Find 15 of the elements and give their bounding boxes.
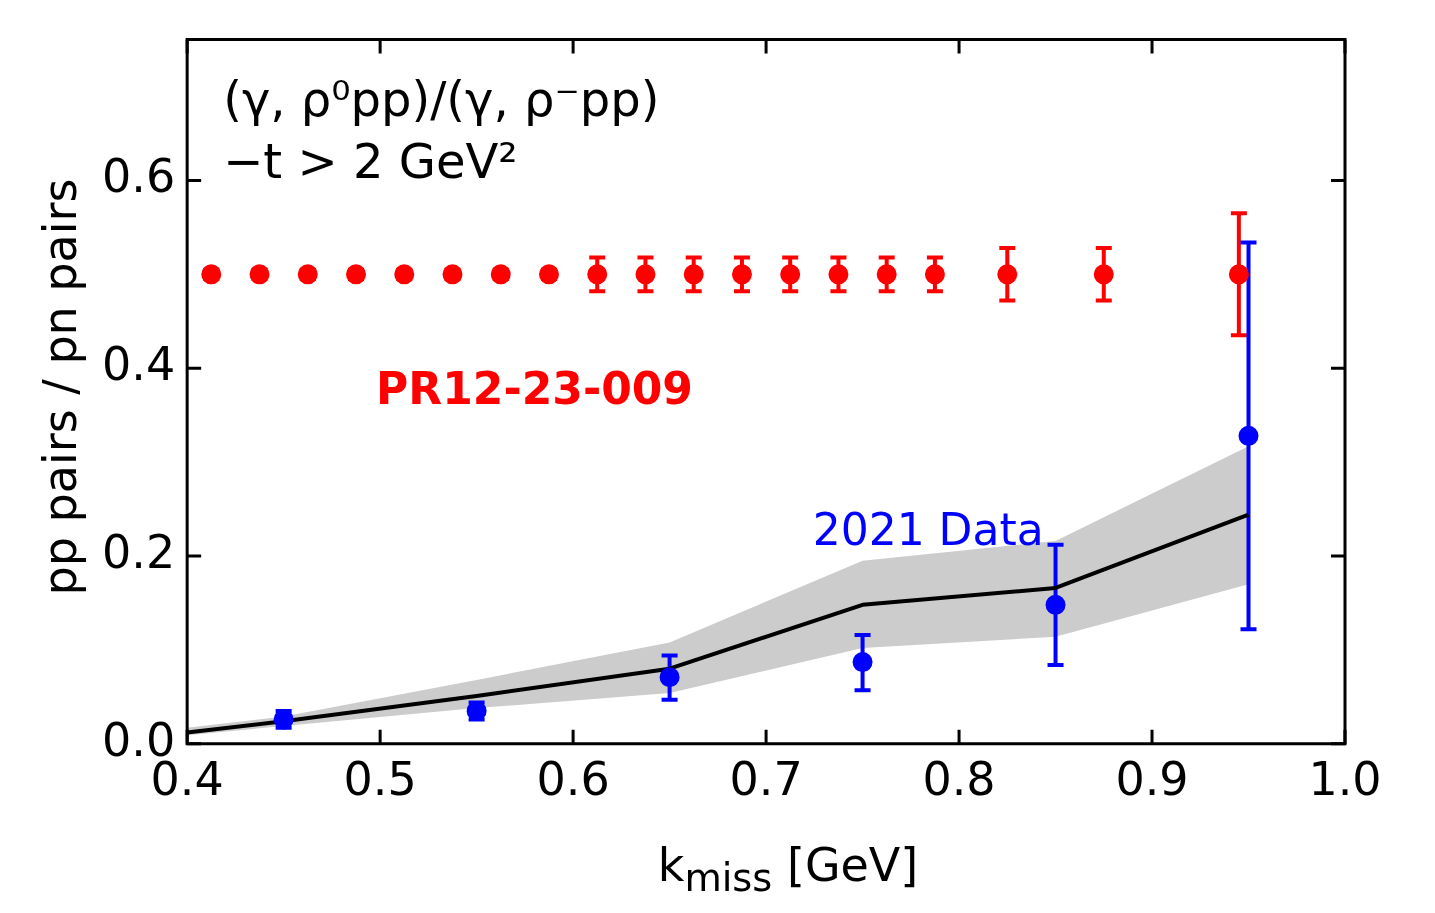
y-tick-label: 0.2 — [102, 524, 176, 579]
x-tick-label: 0.9 — [1115, 752, 1189, 807]
series-label: 2021 Data — [812, 503, 1044, 555]
x-tick-label: 0.5 — [343, 752, 417, 807]
y-tick-label: 0.6 — [102, 149, 176, 204]
x-axis-title: k$_{miss}$ [GeV] — [656, 838, 920, 901]
annotation: (γ, ρ⁰pp)/(γ, ρ⁻pp) — [223, 71, 660, 128]
series-label: PR12-23-009 — [376, 363, 693, 415]
y-tick-label: 0.4 — [102, 337, 176, 392]
annotation: −t > 2 GeV² — [223, 133, 518, 190]
x-tick-label: 0.6 — [536, 752, 610, 807]
x-tick-label: 1.0 — [1308, 752, 1382, 807]
x-tick-label: 0.8 — [922, 752, 996, 807]
y-axis-title: pp pairs / pn pairs — [33, 177, 87, 598]
x-tick-label: 0.7 — [729, 752, 803, 807]
